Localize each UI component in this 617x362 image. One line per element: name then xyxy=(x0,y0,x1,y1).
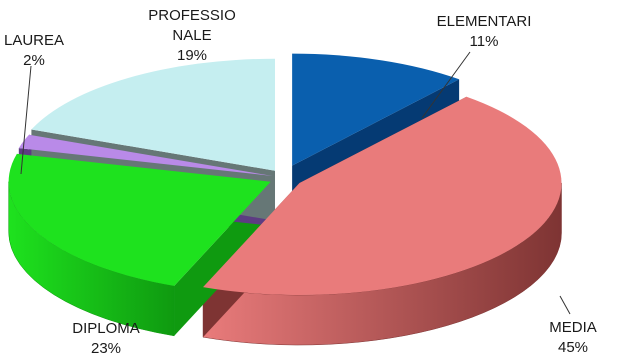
leader-line-laurea xyxy=(20,65,32,175)
slice-labels: ELEMENTARI 11% MEDIA 45% DIPLOMA 23% LAUREA 2% P… xyxy=(4,7,597,357)
slice-media xyxy=(203,96,562,296)
slice-tops xyxy=(8,53,562,296)
category-label-professionale: PROFESSIO xyxy=(148,7,236,24)
category-label-elementari: ELEMENTARI xyxy=(437,13,532,30)
data-label-diploma: 23% xyxy=(91,340,121,357)
slice-professionale xyxy=(31,58,276,171)
category-label-media: MEDIA xyxy=(549,319,597,336)
slice-laurea xyxy=(18,134,273,176)
data-label-laurea: 2% xyxy=(23,52,45,69)
slice-diploma xyxy=(8,153,271,286)
leader-line-media xyxy=(559,295,571,315)
category-label-professionale: NALE xyxy=(172,27,211,44)
leader-lines xyxy=(20,51,571,315)
data-label-media: 45% xyxy=(558,339,588,356)
data-label-professionale: 19% xyxy=(177,47,207,64)
category-label-laurea: LAUREA xyxy=(4,32,64,49)
category-label-diploma: DIPLOMA xyxy=(72,320,140,337)
slice-elementari xyxy=(292,53,460,166)
data-label-elementari: 11% xyxy=(470,33,499,50)
leader-line-elementari xyxy=(421,51,471,119)
